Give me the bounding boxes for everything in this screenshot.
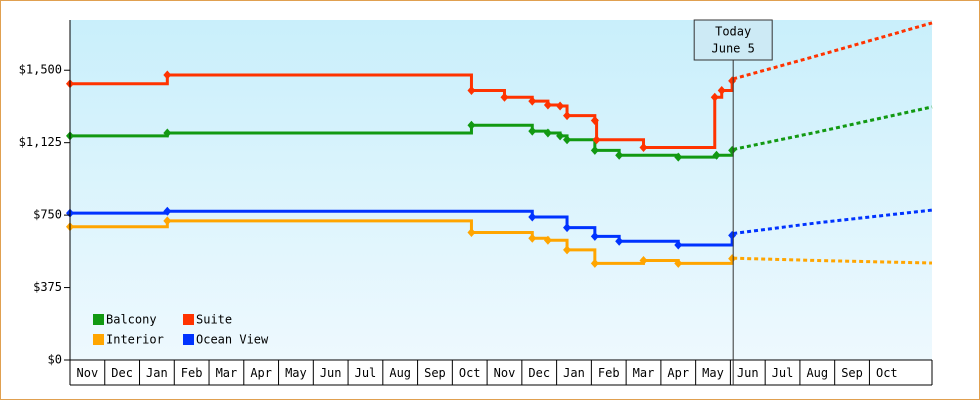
y-tick-label: $1,500	[19, 63, 62, 77]
forecast-line	[732, 105, 933, 151]
price-point	[590, 258, 599, 268]
x-tick-label: Nov	[77, 366, 99, 380]
x-tick-label: May	[702, 366, 724, 380]
price-point	[467, 228, 476, 237]
legend-label: Suite	[196, 313, 232, 327]
x-tick-label: Apr	[250, 366, 272, 380]
price-point	[543, 100, 552, 110]
price-point	[543, 128, 552, 138]
today-box	[693, 19, 773, 61]
price-point	[590, 145, 599, 155]
price-point	[563, 245, 572, 255]
price-line	[70, 73, 734, 149]
price-point	[163, 206, 172, 216]
price-point	[163, 128, 172, 138]
x-tick-label: Apr	[667, 366, 689, 380]
legend-swatch	[183, 314, 194, 325]
price-point	[592, 135, 601, 145]
x-tick-label: Feb	[598, 366, 620, 380]
x-tick-label: Feb	[181, 366, 203, 380]
legend: Balcony Suite Interior Ocean View	[93, 313, 269, 347]
legend-swatch	[93, 334, 104, 345]
legend-label: Ocean View	[196, 333, 269, 347]
price-point	[543, 235, 552, 245]
price-point	[639, 256, 648, 266]
price-point	[712, 150, 721, 160]
axes: $0 $375 $750 $1,125 $1,500 Nov Dec Jan Feb Mar Apr…	[19, 19, 933, 386]
forecast-line	[732, 21, 933, 81]
price-point	[467, 120, 476, 130]
price-point	[590, 231, 599, 241]
price-point	[717, 86, 726, 96]
price-point	[615, 150, 624, 160]
x-tick-label: Mar	[216, 366, 238, 380]
legend-swatch	[183, 334, 194, 345]
x-tick-label: Jan	[146, 366, 168, 380]
x-tick-label: Sep	[841, 366, 863, 380]
price-point	[590, 115, 599, 125]
price-point	[556, 101, 565, 111]
y-tick-label: $1,125	[19, 135, 62, 149]
x-tick-label: Mar	[633, 366, 655, 380]
x-tick-label: Jun	[320, 366, 342, 380]
x-tick-label: Aug	[806, 366, 828, 380]
price-point	[674, 258, 683, 268]
price-point	[528, 126, 537, 136]
x-tick-label: Dec	[111, 366, 133, 380]
price-point	[528, 96, 537, 106]
x-tick-label: Sep	[424, 366, 446, 380]
y-tick-label: $375	[33, 280, 62, 294]
x-tick-label: Oct	[876, 366, 898, 380]
x-tick-label: Jan	[563, 366, 585, 380]
forecast-line	[733, 256, 933, 265]
x-tick-label: Jul	[355, 366, 377, 380]
price-point	[500, 92, 509, 102]
price-point	[674, 152, 683, 162]
today-label: June 5	[712, 42, 755, 56]
today-label: Today	[715, 25, 751, 39]
x-tick-label: May	[285, 366, 307, 380]
legend-swatch	[93, 314, 104, 325]
price-point	[728, 254, 737, 264]
price-point	[563, 111, 572, 121]
x-tick-label: Oct	[459, 366, 481, 380]
price-point	[615, 236, 624, 246]
price-point	[528, 212, 537, 222]
y-tick-label: $0	[48, 353, 62, 367]
price-point	[163, 70, 172, 80]
lines	[66, 21, 933, 268]
price-point	[563, 135, 572, 145]
price-point	[710, 92, 719, 102]
legend-label: Interior	[106, 333, 164, 347]
legend-label: Balcony	[106, 313, 157, 327]
price-point	[163, 216, 172, 226]
price-point	[467, 86, 476, 96]
x-tick-label: Aug	[389, 366, 411, 380]
x-tick-label: Jul	[772, 366, 794, 380]
price-point	[674, 240, 683, 250]
price-point	[563, 223, 572, 233]
price-point	[639, 143, 648, 152]
x-tick-label: Dec	[528, 366, 550, 380]
forecast-line	[732, 208, 933, 235]
x-tick-label: Nov	[494, 366, 516, 380]
y-tick-label: $750	[33, 208, 62, 222]
plot-area	[70, 20, 932, 360]
price-point	[528, 233, 537, 243]
x-tick-label: Jun	[737, 366, 759, 380]
price-point	[556, 131, 565, 141]
